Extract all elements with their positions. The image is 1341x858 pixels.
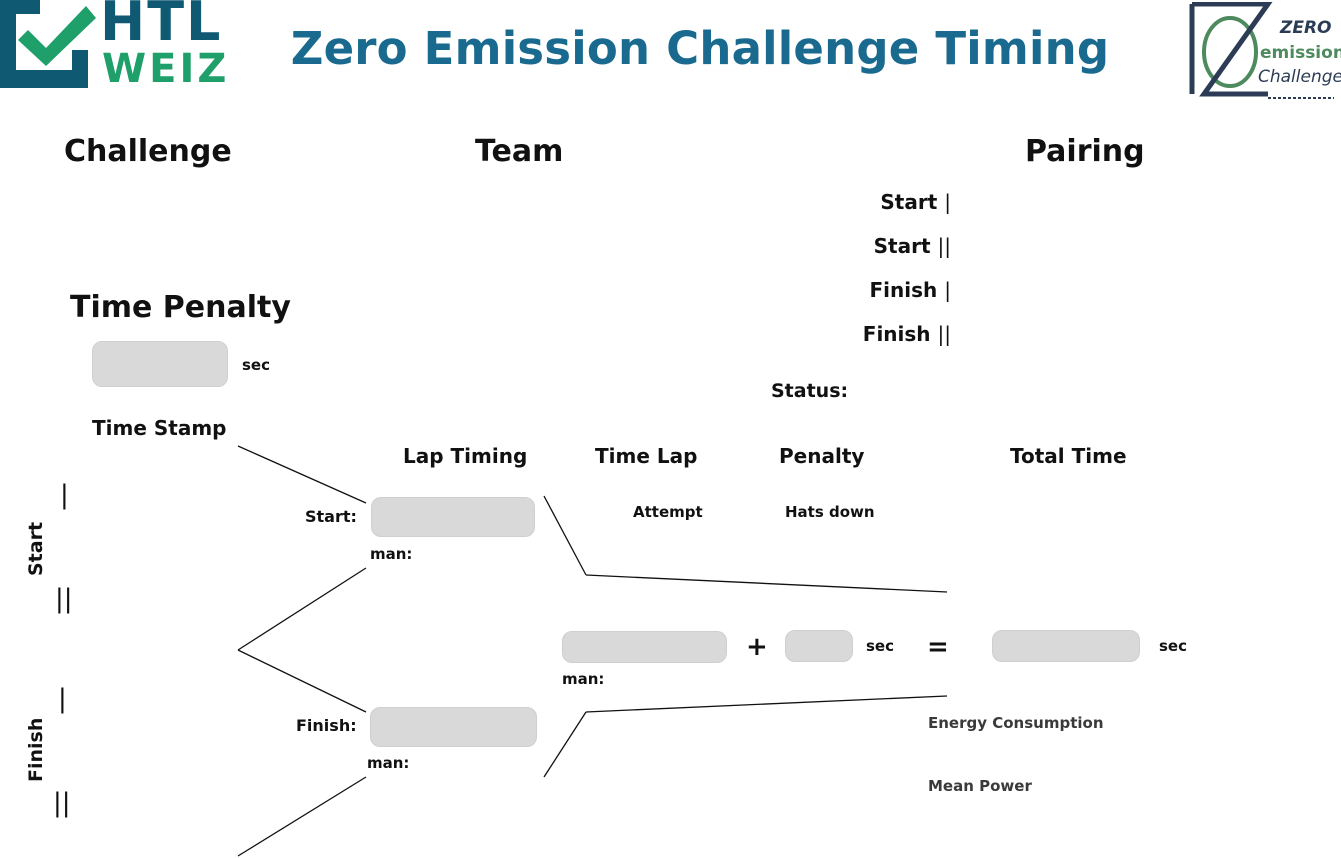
logo-right-line3: Challenge <box>1258 67 1341 87</box>
start-lane-2-marker: || <box>55 584 73 614</box>
start-to-total-line-a <box>543 495 587 576</box>
zero-logo-mark-icon <box>1189 1 1334 99</box>
time-penalty-heading: Time Penalty <box>70 290 291 325</box>
lane-1-marker: | <box>944 190 951 214</box>
finish-lane-line <box>237 776 367 857</box>
lap-start-label: Start: <box>305 507 357 526</box>
mean-power-label: Mean Power <box>928 777 1032 795</box>
attempt-label: Attempt <box>633 503 703 521</box>
logo-right-line2: emission <box>1260 43 1341 63</box>
lap-start-input[interactable] <box>371 497 535 537</box>
lap-start-man-label: man: <box>370 545 413 563</box>
challenge-heading: Challenge <box>64 134 232 169</box>
status-label: Status: <box>771 380 849 402</box>
time-stamp-heading: Time Stamp <box>92 416 227 440</box>
penalty-unit: sec <box>866 637 894 655</box>
pairing-start-1: Start | <box>880 190 951 214</box>
timestamp-to-start-line <box>237 445 367 504</box>
team-heading: Team <box>475 134 564 169</box>
pairing-start-2-label: Start <box>873 234 931 258</box>
htl-weiz-logo: HTL WEIZ <box>0 0 226 95</box>
plus-operator: + <box>746 632 768 662</box>
start-lane-fork-up-line <box>237 567 367 651</box>
lane-1-marker: | <box>944 278 951 302</box>
start-lane-1-marker: | <box>60 480 69 510</box>
total-time-unit: sec <box>1159 637 1187 655</box>
hats-down-label: Hats down <box>785 503 875 521</box>
time-lap-man-label: man: <box>562 670 605 688</box>
pairing-start-1-label: Start <box>880 190 938 214</box>
pairing-finish-2: Finish || <box>863 322 951 346</box>
htl-logo-mark-icon <box>0 0 96 88</box>
penalty-heading: Penalty <box>779 444 865 468</box>
page-title: Zero Emission Challenge Timing <box>290 22 1110 75</box>
energy-consumption-label: Energy Consumption <box>928 714 1104 732</box>
pairing-finish-1-label: Finish <box>869 278 938 302</box>
total-time-input[interactable] <box>992 630 1140 662</box>
pairing-finish-1: Finish | <box>870 278 951 302</box>
time-lap-input[interactable] <box>562 631 727 663</box>
logo-right-line1: ZERO <box>1280 18 1332 38</box>
start-lane-fork-down-line <box>237 649 367 713</box>
lap-finish-man-label: man: <box>367 754 410 772</box>
logo-left-line2: WEIZ <box>102 46 230 92</box>
equals-operator: = <box>927 632 949 662</box>
lap-finish-label: Finish: <box>296 716 357 735</box>
finish-to-total-line-b <box>585 695 948 713</box>
start-to-total-line-b <box>585 574 948 593</box>
pairing-start-2: Start || <box>874 234 951 258</box>
time-penalty-input[interactable] <box>92 341 228 387</box>
finish-lane-2-marker: || <box>53 788 71 818</box>
zero-emission-logo: ZERO emission Challenge <box>1188 1 1341 102</box>
time-lap-heading: Time Lap <box>595 444 698 468</box>
time-penalty-unit: sec <box>242 356 270 374</box>
logo-left-line1: HTL <box>100 0 223 53</box>
finish-to-total-line-a <box>543 711 587 778</box>
finish-lane-1-marker: | <box>58 684 67 714</box>
penalty-input[interactable] <box>785 630 853 662</box>
lane-2-marker: || <box>937 322 951 346</box>
lap-finish-input[interactable] <box>370 707 537 747</box>
total-time-heading: Total Time <box>1010 444 1127 468</box>
lap-timing-heading: Lap Timing <box>403 444 528 468</box>
pairing-finish-2-label: Finish <box>862 322 931 346</box>
lane-2-marker: || <box>937 234 951 258</box>
pairing-heading: Pairing <box>1025 134 1145 169</box>
